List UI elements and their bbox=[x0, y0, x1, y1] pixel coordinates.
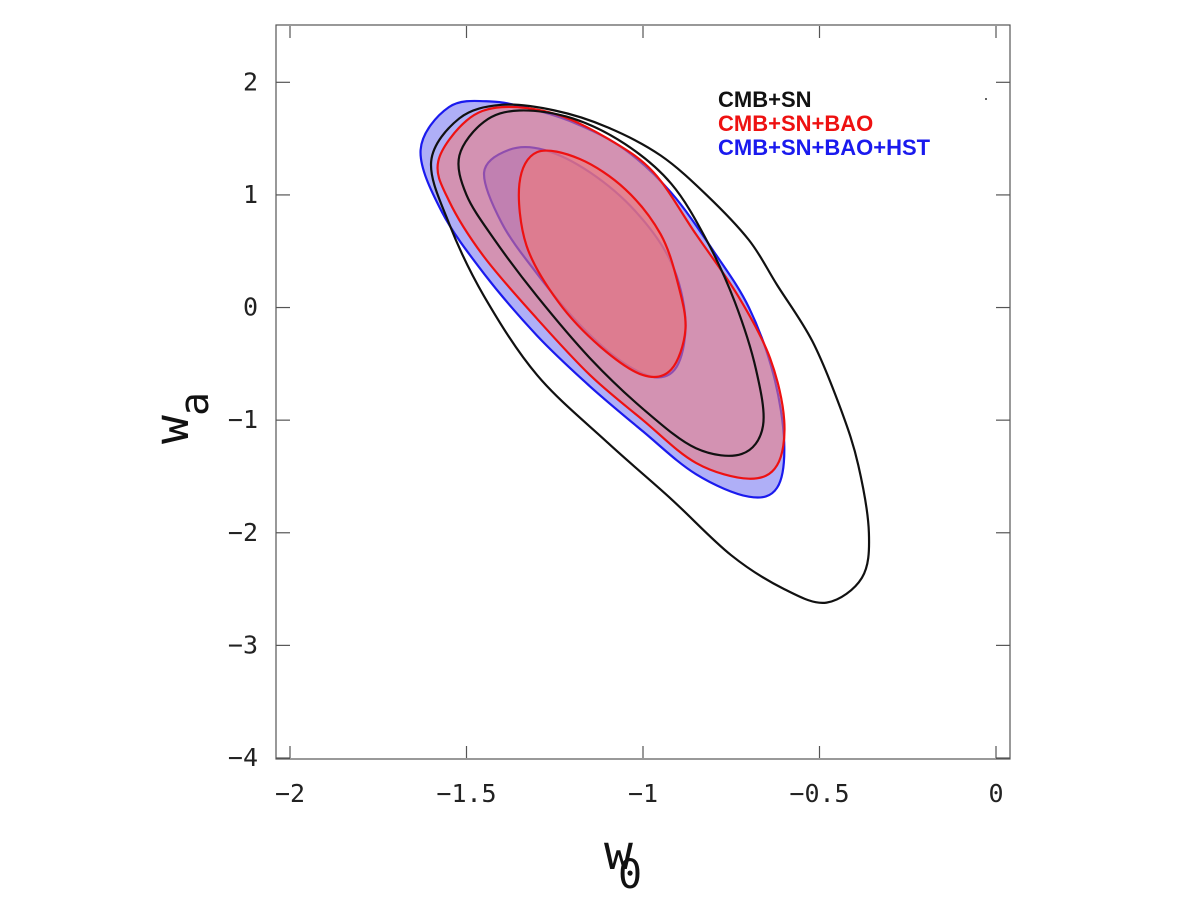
plot-frame bbox=[275, 24, 1011, 760]
x-tick-label: −1.5 bbox=[436, 779, 496, 808]
x-tick-label: 0 bbox=[988, 779, 1003, 808]
legend-entry: CMB+SN bbox=[718, 87, 812, 112]
y-tick-label: −2 bbox=[228, 518, 258, 547]
y-tick-label: −4 bbox=[228, 743, 258, 772]
y-axis-title-subscript: a bbox=[172, 392, 218, 416]
y-tick-label: 2 bbox=[243, 67, 258, 96]
legend-entry: CMB+SN+BAO bbox=[718, 111, 873, 136]
legend-entry: CMB+SN+BAO+HST bbox=[718, 135, 931, 160]
x-tick-label: −0.5 bbox=[789, 779, 849, 808]
x-tick-label: −1 bbox=[628, 779, 658, 808]
axis-ticks: −2 −1.5 −1 −0.5 0 2 1 0 −1 −2 −3 −4 bbox=[228, 26, 1010, 808]
y-tick-label: −3 bbox=[228, 630, 258, 659]
contour-cmb-sn-bao-68pct bbox=[517, 149, 687, 379]
contour-layer bbox=[419, 99, 871, 604]
x-axis-title-subscript: 0 bbox=[618, 852, 642, 898]
y-tick-label: 0 bbox=[243, 293, 258, 322]
y-tick-label: −1 bbox=[228, 405, 258, 434]
contour-cmb-sn-68pct bbox=[457, 109, 765, 457]
x-axis-title: w bbox=[604, 825, 633, 881]
y-tick-label: 1 bbox=[243, 180, 258, 209]
x-tick-label: −2 bbox=[275, 779, 305, 808]
contour-cmb-sn-95pct bbox=[429, 103, 871, 604]
y-axis-title: w bbox=[144, 415, 200, 444]
stray-dot bbox=[985, 98, 987, 100]
